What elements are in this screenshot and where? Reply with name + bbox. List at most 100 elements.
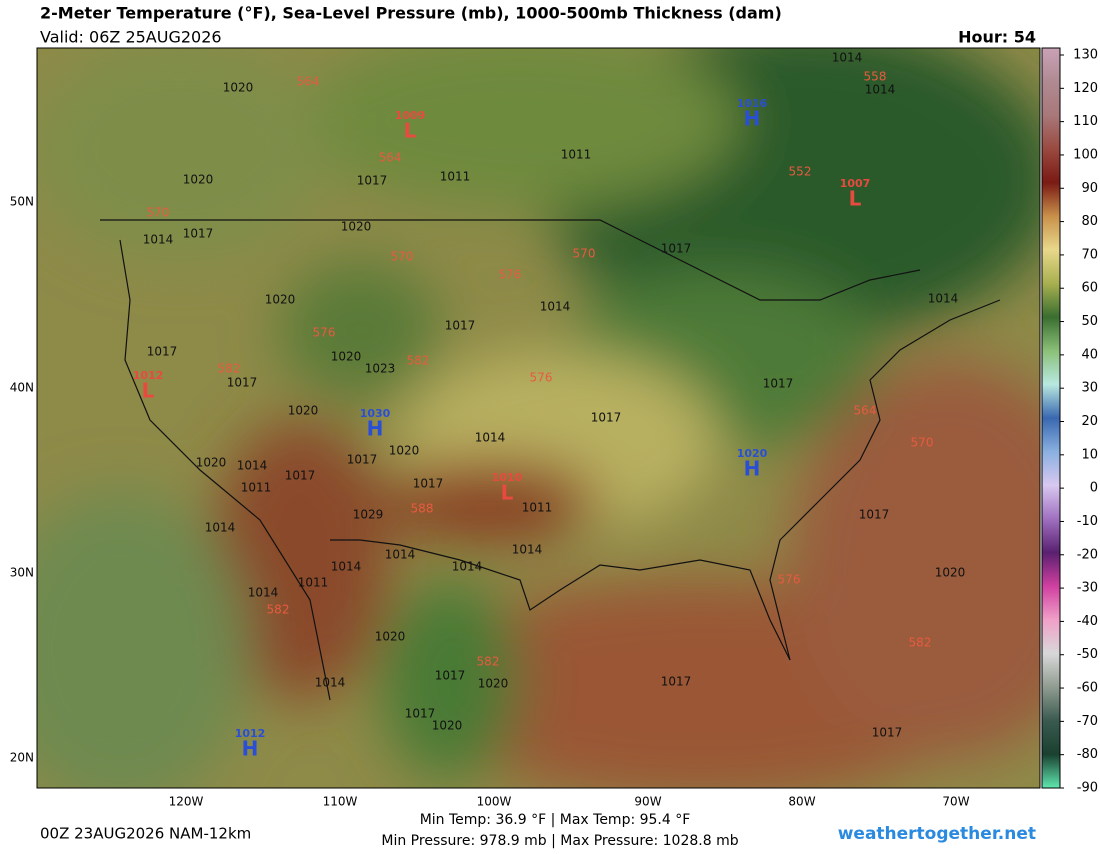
isobar-label: 1017 <box>661 242 692 256</box>
isobar-label: 1017 <box>763 377 794 391</box>
site-link[interactable]: weathertogether.net <box>838 824 1036 844</box>
colorbar-label: 0 <box>1090 481 1098 496</box>
isobar-label: 1020 <box>341 220 372 234</box>
center-symbol: H <box>744 457 761 481</box>
isobar-label: 1017 <box>405 707 436 721</box>
isobar-label: 1020 <box>288 404 319 418</box>
isobar-label: 1020 <box>375 630 406 644</box>
colorbar-label: 20 <box>1081 414 1098 429</box>
lon-label: 90W <box>634 795 661 809</box>
isobar-label: 1020 <box>331 350 362 364</box>
isobar-label: 1011 <box>298 576 329 590</box>
thickness-label: 564 <box>379 151 402 165</box>
isobar-label: 1014 <box>315 676 346 690</box>
colorbar-label: 120 <box>1073 81 1098 96</box>
thickness-label: 576 <box>778 573 801 587</box>
center-value: 1012 <box>235 727 266 740</box>
colorbar: 1301201101009080706050403020100-10-20-30… <box>1041 47 1098 796</box>
isobar-label: 1020 <box>265 293 296 307</box>
isobar-label: 1011 <box>241 481 272 495</box>
isobar-label: 1017 <box>435 669 466 683</box>
isobar-label: 1020 <box>183 173 214 187</box>
isobar-label: 1017 <box>285 469 316 483</box>
isobar-label: 1017 <box>357 174 388 188</box>
isobar-label: 1017 <box>413 477 444 491</box>
colorbar-label: 30 <box>1081 381 1098 396</box>
thickness-label: 564 <box>297 75 320 89</box>
colorbar-label: 70 <box>1081 247 1098 262</box>
colorbar-label: 40 <box>1081 347 1098 362</box>
isobar-label: 1017 <box>859 508 890 522</box>
thickness-label: 570 <box>391 250 414 264</box>
isobar-label: 1020 <box>196 456 227 470</box>
lat-label: 20N <box>10 751 34 765</box>
center-symbol: L <box>849 187 862 211</box>
lon-label: 120W <box>169 795 204 809</box>
thickness-label: 558 <box>864 70 887 84</box>
isobar-label: 1014 <box>928 292 959 306</box>
isobar-label: 1023 <box>365 362 396 376</box>
center-symbol: H <box>367 417 384 441</box>
colorbar-label: -90 <box>1077 781 1098 796</box>
title: 2-Meter Temperature (°F), Sea-Level Pres… <box>40 4 782 23</box>
thickness-label: 582 <box>477 655 500 669</box>
colorbar-label: -80 <box>1077 747 1098 762</box>
isobar-label: 1017 <box>227 376 258 390</box>
center-symbol: L <box>404 119 417 143</box>
lat-label: 50N <box>10 195 34 209</box>
map-frame <box>36 47 1041 789</box>
center-value: 1009 <box>395 109 426 122</box>
isobar-label: 1017 <box>347 453 378 467</box>
thickness-label: 582 <box>909 636 932 650</box>
lat-label: 40N <box>10 381 34 395</box>
isobar-label: 1017 <box>591 411 622 425</box>
isobar-label: 1017 <box>872 726 903 740</box>
isobar-label: 1014 <box>832 51 863 65</box>
forecast-hour: Hour: 54 <box>958 28 1036 47</box>
colorbar-label: 80 <box>1081 214 1098 229</box>
center-symbol: L <box>142 379 155 403</box>
center-value: 1030 <box>360 407 391 420</box>
pressure-range: Min Pressure: 978.9 mb | Max Pressure: 1… <box>381 833 738 849</box>
isobar-label: 1014 <box>865 83 896 97</box>
lon-label: 70W <box>942 795 969 809</box>
isobar-label: 1014 <box>475 431 506 445</box>
colorbar-label: -20 <box>1077 547 1098 562</box>
isobar-label: 1014 <box>385 548 416 562</box>
colorbar-label: 50 <box>1081 314 1098 329</box>
colorbar-label: 130 <box>1073 48 1098 63</box>
center-symbol: H <box>744 107 761 131</box>
isobar-label: 1017 <box>147 345 178 359</box>
center-value: 1020 <box>737 447 768 460</box>
colorbar-label: -30 <box>1077 581 1098 596</box>
map-field <box>37 48 1040 788</box>
isobar-label: 1017 <box>183 227 214 241</box>
colorbar-label: 110 <box>1073 114 1098 129</box>
isobar-label: 1014 <box>331 560 362 574</box>
center-value: 1007 <box>840 177 871 190</box>
colorbar-label: -40 <box>1077 614 1098 629</box>
isobar-label: 1014 <box>452 560 483 574</box>
thickness-label: 570 <box>911 436 934 450</box>
isobar-label: 1020 <box>478 677 509 691</box>
isobar-label: 1014 <box>248 586 279 600</box>
lon-label: 100W <box>477 795 512 809</box>
colorbar-label: 100 <box>1073 147 1098 162</box>
thickness-label: 576 <box>530 371 553 385</box>
colorbar-label: 60 <box>1081 281 1098 296</box>
colorbar-label: -60 <box>1077 681 1098 696</box>
lat-label: 30N <box>10 566 34 580</box>
thickness-label: 588 <box>411 502 434 516</box>
lon-label: 80W <box>788 795 815 809</box>
thickness-label: 576 <box>313 326 336 340</box>
isobar-label: 1020 <box>223 81 254 95</box>
model-run: 00Z 23AUG2026 NAM-12km <box>40 825 251 843</box>
center-value: 1016 <box>737 97 768 110</box>
isobar-label: 1029 <box>353 508 384 522</box>
thickness-label: 576 <box>499 268 522 282</box>
center-symbol: L <box>501 481 514 505</box>
lon-label: 110W <box>323 795 358 809</box>
isobar-label: 1011 <box>561 148 592 162</box>
colorbar-scale <box>1041 47 1061 789</box>
isobar-label: 1014 <box>143 233 174 247</box>
